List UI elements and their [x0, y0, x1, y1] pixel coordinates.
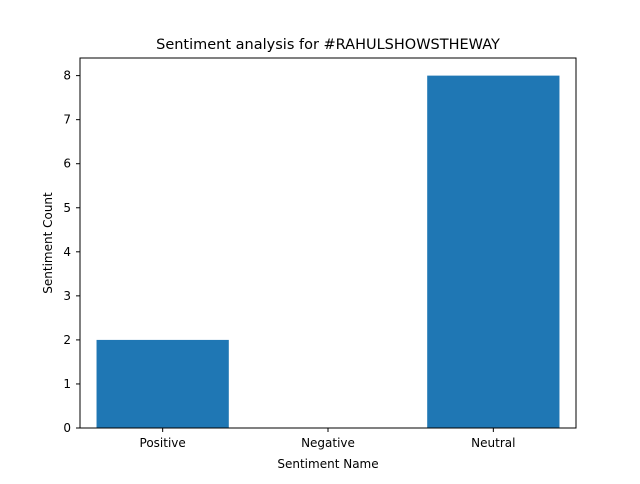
x-axis-label: Sentiment Name — [277, 457, 378, 471]
plot-area: 0 1 2 3 4 5 6 7 8 Positive Negative Neutral — [63, 69, 560, 450]
y-tick-label: 2 — [63, 333, 71, 347]
y-tick-label: 4 — [63, 245, 71, 259]
y-tick-label: 3 — [63, 289, 71, 303]
bar-positive — [96, 339, 229, 428]
y-tick-label: 7 — [63, 113, 71, 127]
bar-neutral — [427, 75, 560, 428]
y-tick-label: 8 — [63, 69, 71, 83]
x-tick-label-positive: Positive — [140, 436, 186, 450]
x-tick-label-negative: Negative — [301, 436, 355, 450]
y-tick-label: 5 — [63, 201, 71, 215]
chart-title: Sentiment analysis for #RAHULSHOWSTHEWAY — [156, 37, 500, 53]
y-tick-label: 1 — [63, 377, 71, 391]
y-tick-label: 0 — [63, 421, 71, 435]
y-tick-label: 6 — [63, 157, 71, 171]
x-tick-label-neutral: Neutral — [471, 436, 515, 450]
plot-frame — [79, 57, 577, 429]
y-axis-label: Sentiment Count — [41, 192, 55, 294]
